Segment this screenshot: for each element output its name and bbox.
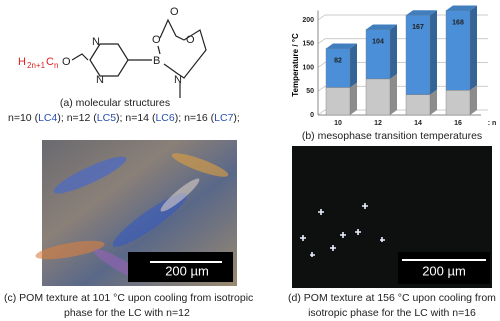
atom: O [170, 6, 179, 18]
compound-code: LC5 [97, 112, 116, 124]
ring [89, 43, 129, 77]
atom: N [174, 74, 182, 86]
bar-top [366, 24, 397, 30]
value-label: 167 [412, 24, 424, 31]
bar-side [350, 82, 357, 115]
atom: H [18, 56, 26, 68]
bar-side [470, 5, 477, 91]
compound-code: LC4 [38, 112, 57, 124]
caption: (c) POM texture at 101 °C upon cooling f… [4, 292, 253, 304]
bar-side [430, 89, 437, 115]
atom: N [96, 74, 104, 86]
micrograph-d: 200 µm [292, 146, 492, 288]
atom: C [46, 56, 54, 68]
bar [405, 15, 431, 95]
x-tick-label: 16 [454, 120, 462, 127]
y-tick-label: 0 [310, 112, 314, 119]
bar [325, 87, 351, 116]
atom-sub: 2n+1 [27, 61, 46, 70]
bar [405, 94, 431, 116]
compound-n: n=14 ( [125, 112, 156, 124]
bar [445, 10, 471, 91]
bond [159, 18, 207, 79]
bar [365, 78, 391, 116]
x-tick-label: 10 [334, 120, 342, 127]
atom: O [152, 34, 161, 46]
bar-side [390, 73, 397, 115]
compound-end: ); [116, 112, 125, 124]
compound-n: n=16 ( [184, 112, 215, 124]
compound-n: n=12 ( [67, 112, 98, 124]
bar-side [350, 43, 357, 88]
x-tick-label: 12 [374, 120, 382, 127]
bar-top [406, 10, 437, 16]
caption: (b) mesophase transition temperatures [302, 130, 482, 142]
bond [71, 53, 89, 61]
atom: O [186, 34, 195, 46]
bar-top [446, 5, 477, 11]
molecule: H 2n+1 C n O N N B O O O N [18, 6, 207, 98]
compound-list: n=10 (LC4); n=12 (LC5); n=14 (LC6); n=16… [8, 112, 240, 124]
compound-end: ); [233, 112, 239, 124]
scale-bar-label: 200 µm [165, 263, 209, 278]
micrograph-c: 200 µm [35, 140, 237, 286]
value-label: 104 [372, 38, 384, 45]
caption: phase for the LC with n=12 [64, 307, 190, 319]
y-tick-label: 100 [302, 64, 314, 71]
atom: O [62, 56, 71, 68]
bar-top [326, 43, 357, 49]
caption: (d) POM texture at 156 °C upon cooling f… [288, 292, 496, 304]
caption: isotropic phase for the LC with n=16 [308, 307, 476, 319]
bar-side [390, 24, 397, 79]
bar-chart: Temperature / °C 0 50 100 150 200 10 82 12 104 14 1… [291, 5, 497, 127]
bar [325, 48, 351, 88]
x-tick-label: 14 [414, 120, 422, 127]
bar [365, 29, 391, 80]
y-tick-label: 150 [302, 41, 314, 48]
bond [157, 45, 161, 55]
bar-side [430, 10, 437, 95]
caption: (a) molecular structures [60, 97, 170, 109]
atom: N [92, 36, 100, 48]
atom-sub: n [54, 61, 58, 70]
value-label: 168 [452, 19, 464, 26]
compound-code: LC7 [214, 112, 233, 124]
x-axis-label: : n [488, 120, 497, 127]
bar-side [470, 85, 477, 115]
value-label: 82 [334, 57, 342, 64]
atom: B [153, 55, 160, 67]
y-tick-label: 200 [302, 17, 314, 24]
y-tick-label: 50 [306, 88, 314, 95]
bar [445, 90, 471, 116]
compound-end: ); [57, 112, 66, 124]
compound-end: ); [175, 112, 184, 124]
scale-bar-label: 200 µm [422, 263, 466, 278]
y-axis-label: Temperature / °C [291, 33, 300, 97]
compound-code: LC6 [155, 112, 174, 124]
compound-n: n=10 ( [8, 112, 39, 124]
